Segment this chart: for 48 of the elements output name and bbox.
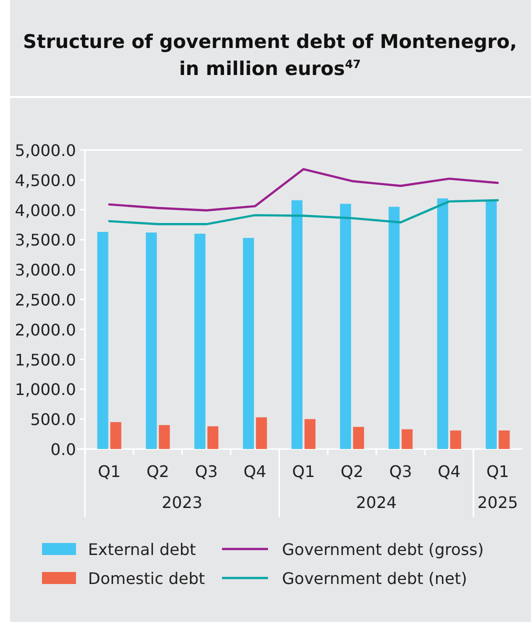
text: 2025 xyxy=(477,493,518,512)
y-tick-label: 0.0 xyxy=(50,440,76,459)
bar xyxy=(110,422,122,449)
y-tick-label: 4,000.0 xyxy=(14,200,76,220)
bar xyxy=(437,198,448,449)
x-tick-label: Q1 xyxy=(292,462,315,481)
bar xyxy=(402,429,413,449)
bar xyxy=(388,206,400,449)
y-tick-label: 1,500.0 xyxy=(14,350,76,370)
x-tick-label: Q4 xyxy=(244,462,266,481)
bar xyxy=(304,419,316,449)
legend-label: External debt xyxy=(88,540,196,559)
bar xyxy=(486,200,497,449)
y-tick-label: 4,500.0 xyxy=(14,170,76,190)
bar xyxy=(498,430,510,449)
legend-label: Government debt (net) xyxy=(282,569,468,588)
x-tick-label: Q1 xyxy=(98,462,121,481)
y-tick-label: 2,000.0 xyxy=(14,320,76,340)
legend-label: Government debt (gross) xyxy=(282,540,484,559)
line-series xyxy=(108,199,499,226)
bar xyxy=(450,430,462,449)
text: 2024 xyxy=(356,493,397,512)
x-tick-label: Q3 xyxy=(389,462,412,481)
x-tick-label: Q3 xyxy=(195,462,218,481)
bar xyxy=(353,426,364,449)
y-tick-label: 5,000.0 xyxy=(14,141,76,160)
legend-label: Domestic debt xyxy=(88,569,205,588)
bar xyxy=(340,204,352,449)
bar xyxy=(158,425,170,449)
chart-title: Structure of government debt of Montenegro, in million euros$^{47}$ xyxy=(23,31,517,80)
y-tick-label: 500.0 xyxy=(30,410,76,430)
bar xyxy=(256,417,267,449)
text: 2023 xyxy=(162,493,202,512)
y-tick-label: 1,000.0 xyxy=(14,380,76,400)
bar xyxy=(194,234,206,449)
bar xyxy=(292,200,302,449)
x-tick-label: Q4 xyxy=(438,462,461,481)
y-tick-label: 2,500.0 xyxy=(14,290,76,310)
line-series xyxy=(108,168,499,212)
x-tick-label: Q2 xyxy=(146,462,170,481)
bar xyxy=(242,238,254,449)
x-tick-label: Q1 xyxy=(486,462,510,481)
y-tick-label: 3,500.0 xyxy=(14,230,76,250)
x-tick-label: Q2 xyxy=(340,462,364,481)
bar xyxy=(207,426,218,449)
bar xyxy=(97,232,108,449)
y-tick-label: 3,000.0 xyxy=(14,260,76,280)
bar xyxy=(146,232,157,449)
